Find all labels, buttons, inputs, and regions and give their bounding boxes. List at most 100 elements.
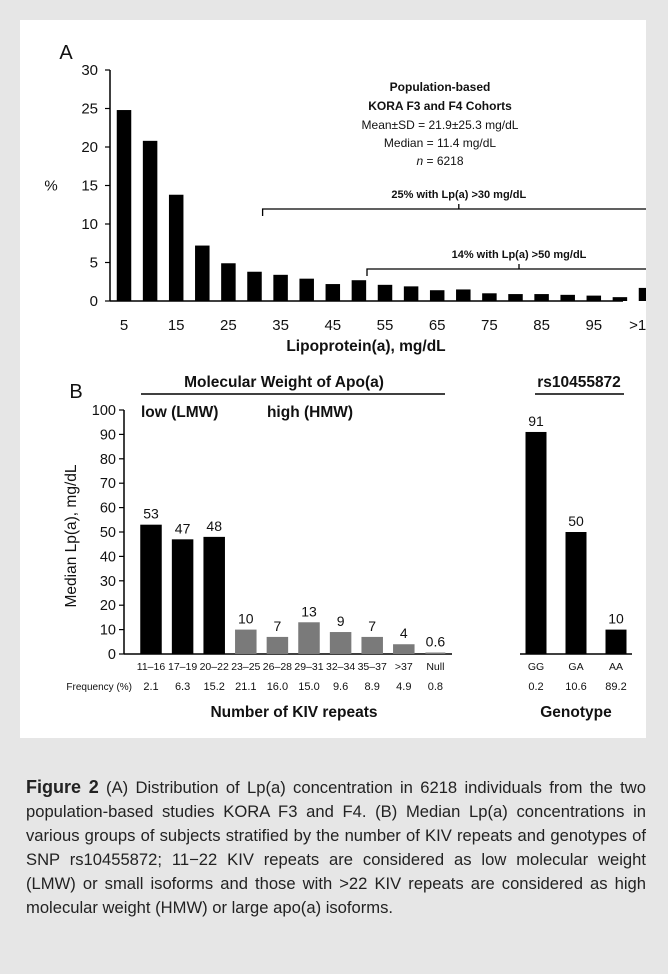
panel-b-frequency: 15.0	[298, 681, 319, 693]
genotype-x-tick-label: AA	[609, 661, 623, 673]
genotype-frequency: 0.2	[528, 681, 543, 693]
panel-a-x-tick-label: 95	[585, 317, 602, 334]
panel-a-x-label: Lipoprotein(a), mg/dL	[286, 338, 445, 355]
panel-a-annotation-mean: Mean±SD = 21.9±25.3 mg/dL	[362, 118, 519, 132]
panel-b-group-low: low (LMW)	[141, 404, 218, 421]
panel-a-annotation-n-symbol: n	[416, 154, 423, 168]
genotype-panel-title: rs10455872	[537, 374, 621, 391]
panel-b-bar	[266, 636, 289, 654]
panel-b-x-tick-label: 26–28	[263, 661, 292, 673]
genotype-frequency: 10.6	[565, 681, 586, 693]
genotype-frequency: 89.2	[605, 681, 626, 693]
panel-a-x-tick-label: 5	[120, 317, 128, 334]
panel-a-bar	[456, 289, 471, 301]
panel-b-y-tick-label: 60	[100, 501, 116, 517]
genotype-value-label: 91	[528, 413, 544, 429]
panel-b-frequency: 4.9	[396, 681, 411, 693]
genotype-x-tick-label: GA	[568, 661, 583, 673]
panel-b-x-tick-label: 20–22	[200, 661, 229, 673]
panel-b-value-label: 48	[206, 518, 222, 534]
figure-panel: A 0 5 10 15 20 25 30% 5 15 25 35 45 55 65 75 85 95 >100 Lip…	[20, 20, 646, 738]
panel-a-bar	[586, 295, 602, 301]
panel-b-y-tick-label: 30	[100, 574, 116, 590]
panel-b-group-high: high (HMW)	[267, 404, 353, 421]
panel-b-bar	[298, 622, 320, 654]
panel-a-bar	[142, 140, 158, 301]
panel-b-frequency-label: Frequency (%)	[66, 682, 132, 693]
panel-b-bar	[235, 629, 257, 654]
panel-a-annotation-median: Median = 11.4 mg/dL	[384, 136, 497, 150]
panel-a-y-tick-label: 25	[81, 101, 98, 118]
panel-b-bar	[393, 644, 415, 654]
panel-b-value-label: 7	[368, 618, 376, 634]
genotype-x-label: Genotype	[540, 704, 612, 721]
panel-b-frequency: 2.1	[143, 681, 158, 693]
panel-a-x-tick-label: 65	[429, 317, 446, 334]
panel-b-y-tick-label: 20	[100, 598, 116, 614]
panel-b-x-tick-label: 35–37	[358, 661, 387, 673]
panel-a-x-tick-label: 75	[481, 317, 498, 334]
panel-b-bar	[425, 652, 446, 654]
panel-a-bar	[168, 194, 184, 301]
genotype-x-tick-label: GG	[528, 661, 544, 673]
panel-b-value-label: 47	[175, 520, 191, 536]
panel-a-bar	[403, 286, 419, 301]
panel-b-frequency: 16.0	[267, 681, 288, 693]
panel-b-frequency: 9.6	[333, 681, 348, 693]
panel-b-y-tick-label: 0	[108, 647, 116, 663]
panel-a-x-tick-label: 55	[377, 317, 394, 334]
panel-a-bar	[508, 294, 523, 301]
panel-b-label: B	[69, 381, 82, 403]
panel-b-x-tick-label: >37	[395, 661, 413, 673]
panel-a-x-tick-label: 35	[272, 317, 289, 334]
panel-b-y-tick-label: 40	[100, 549, 116, 565]
panel-a-bar	[534, 294, 549, 301]
panel-a-annotation-n-value: = 6218	[423, 154, 464, 168]
genotype-bar	[565, 532, 587, 654]
panel-a-bracket	[366, 268, 646, 276]
figure-chart: A 0 5 10 15 20 25 30% 5 15 25 35 45 55 65 75 85 95 >100 Lip…	[44, 42, 646, 721]
panel-a-bar	[638, 287, 646, 301]
genotype-value-label: 50	[568, 513, 584, 529]
panel-a-y-tick-label: 0	[90, 293, 98, 310]
panel-b-title: Molecular Weight of Apo(a)	[184, 374, 384, 391]
panel-b-x-tick-label: 29–31	[294, 661, 323, 673]
panel-a-label: A	[59, 42, 73, 64]
panel-a-y-tick-label: 20	[81, 139, 98, 156]
panel-a-bar	[429, 290, 445, 301]
panel-a-y-tick-label: 30	[81, 62, 98, 79]
panel-b-x-tick-label: 11–16	[137, 661, 166, 673]
panel-a-bar	[377, 284, 393, 301]
panel-b-bar	[203, 536, 225, 654]
panel-b-frequency: 0.8	[428, 681, 443, 693]
panel-a-annotation-title: KORA F3 and F4 Cohorts	[368, 99, 512, 113]
panel-b-value-label: 9	[337, 613, 345, 629]
genotype-bar	[525, 431, 547, 654]
panel-b-value-label: 7	[274, 618, 282, 634]
panel-b-value-label: 13	[301, 603, 317, 619]
panel-a-annotation-title: Population-based	[390, 80, 491, 94]
panel-a-bar	[195, 245, 210, 301]
caption-text: (A) Distribution of Lp(a) concentration …	[26, 778, 646, 917]
panel-a-x-tick-label: >100	[629, 317, 646, 334]
panel-b-y-label: Median Lp(a), mg/dL	[63, 464, 80, 607]
panel-a-bar	[351, 280, 367, 301]
panel-b-bar	[361, 636, 383, 654]
panel-b-x-tick-label: Null	[426, 661, 444, 673]
panel-b-value-label: 0.6	[426, 634, 446, 650]
panel-a-bar	[247, 271, 262, 301]
panel-a-bar	[273, 274, 288, 301]
panel-a-y-tick-label: 10	[81, 216, 98, 233]
panel-a-bar	[325, 284, 341, 301]
panel-a-x-tick-label: 45	[324, 317, 341, 334]
genotype-value-label: 10	[608, 611, 624, 627]
panel-b-x-tick-label: 23–25	[231, 661, 260, 673]
panel-b-frequency: 8.9	[365, 681, 380, 693]
panel-a-y-tick-label: 15	[81, 178, 98, 195]
panel-b-y-tick-label: 70	[100, 476, 116, 492]
figure-label: Figure 2	[26, 777, 99, 797]
panel-b-y-tick-label: 50	[100, 525, 116, 541]
panel-b-y-tick-label: 80	[100, 452, 116, 468]
panel-a-bar	[612, 297, 628, 301]
panel-a-bar	[299, 278, 314, 301]
